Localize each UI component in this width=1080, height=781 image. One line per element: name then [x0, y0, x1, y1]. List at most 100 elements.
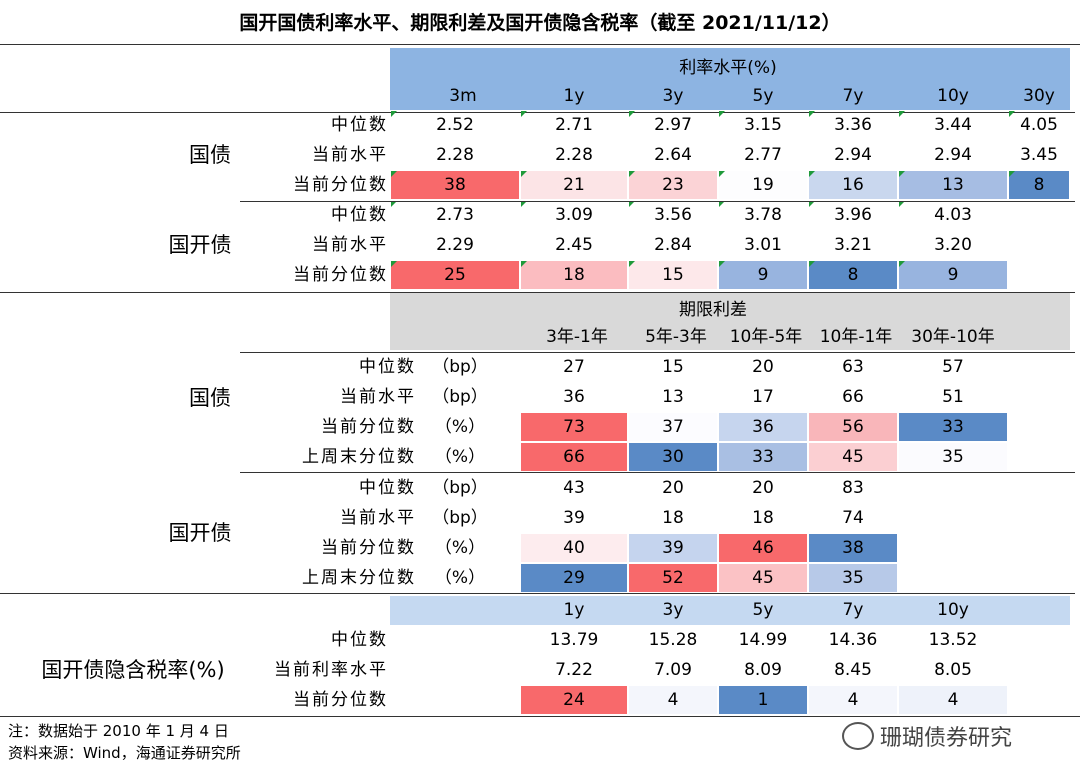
cell: 2.52 — [436, 115, 474, 135]
cell: 33 — [942, 417, 964, 437]
cell: 16 — [842, 175, 864, 195]
heat-cell — [391, 261, 519, 289]
cell: 57 — [942, 357, 964, 377]
cell: 2.77 — [744, 145, 782, 165]
rule — [240, 472, 1075, 473]
cell: 29 — [563, 568, 585, 588]
flag — [629, 111, 635, 117]
unit: （%） — [434, 568, 486, 588]
flag — [899, 261, 905, 267]
column-label: 10年-1年 — [819, 327, 893, 347]
heat-cell — [809, 564, 897, 592]
heat-cell — [521, 171, 627, 199]
heat-cell — [719, 413, 807, 441]
row-label: 当前水平 — [312, 235, 388, 255]
cell: 2.84 — [654, 235, 692, 255]
rule — [0, 292, 1075, 293]
cell: 36 — [563, 387, 585, 407]
cell: 3.78 — [744, 205, 782, 225]
cell: 51 — [942, 387, 964, 407]
flag — [521, 261, 527, 267]
cell: 15 — [662, 357, 684, 377]
cell: 4.05 — [1020, 115, 1058, 135]
cell: 4 — [667, 690, 679, 710]
cell: 8 — [847, 265, 859, 285]
column-label: 30y — [1023, 86, 1055, 106]
cell: 45 — [752, 568, 774, 588]
heat-cell — [629, 534, 717, 562]
cell: 2.29 — [436, 235, 474, 255]
flag — [521, 111, 527, 117]
row-label: 当前利率水平 — [274, 660, 388, 680]
cell: 4 — [947, 690, 959, 710]
heat-cell — [521, 534, 627, 562]
row-label: 中位数 — [359, 357, 416, 377]
row-label: 当前水平 — [340, 387, 416, 407]
cell: 8.05 — [934, 660, 972, 680]
heat-cell — [629, 413, 717, 441]
column-label: 1y — [563, 600, 585, 620]
column-label: 1y — [563, 86, 585, 106]
flag — [629, 261, 635, 267]
group-name: 国债 — [189, 386, 231, 410]
cell: 13 — [662, 387, 684, 407]
row-label: 当前分位数 — [293, 690, 388, 710]
flag — [391, 111, 397, 117]
heat-cell — [629, 171, 717, 199]
heat-cell — [719, 443, 807, 471]
cell: 33 — [752, 447, 774, 467]
heat-cell — [521, 443, 627, 471]
cell: 3.20 — [934, 235, 972, 255]
flag — [899, 111, 905, 117]
group-name: 国开债 — [168, 233, 232, 257]
cell: 13.79 — [549, 630, 599, 650]
header-bg — [390, 596, 1070, 625]
heat-cell — [809, 443, 897, 471]
rule — [0, 44, 1080, 45]
flag — [391, 171, 397, 177]
header-bg — [390, 293, 1070, 350]
column-label: 30年-10年 — [911, 327, 995, 347]
cell: 2.94 — [934, 145, 972, 165]
flag — [719, 111, 725, 117]
cell: 2.71 — [555, 115, 593, 135]
cell: 2.94 — [834, 145, 872, 165]
cell: 20 — [752, 478, 774, 498]
row-label: 当前水平 — [312, 145, 388, 165]
row-label: 当前分位数 — [321, 417, 416, 437]
cell: 27 — [563, 357, 585, 377]
unit: （%） — [434, 447, 486, 467]
cell: 3.36 — [834, 115, 872, 135]
cell: 46 — [752, 538, 774, 558]
heat-cell — [809, 261, 897, 289]
heat-cell — [629, 564, 717, 592]
group-name: 国开债 — [168, 521, 232, 545]
watermark: 珊瑚债券研究 — [880, 726, 1013, 751]
cell: 7.09 — [654, 660, 692, 680]
cell: 37 — [662, 417, 684, 437]
cell: 13.52 — [928, 630, 978, 650]
cell: 4 — [847, 690, 859, 710]
cell: 9 — [757, 265, 769, 285]
unit: （bp） — [432, 357, 488, 377]
cell: 21 — [563, 175, 585, 195]
cell: 14.99 — [738, 630, 788, 650]
unit: （bp） — [432, 508, 488, 528]
column-label: 3y — [662, 86, 684, 106]
cell: 7.22 — [555, 660, 593, 680]
flag — [1009, 171, 1015, 177]
rule — [240, 201, 1075, 202]
unit: （%） — [434, 417, 486, 437]
heat-cell — [899, 413, 1007, 441]
cell: 18 — [752, 508, 774, 528]
heat-cell — [719, 171, 807, 199]
unit: （bp） — [432, 478, 488, 498]
heat-cell — [521, 686, 627, 714]
cell: 74 — [842, 508, 864, 528]
cell: 1 — [757, 690, 769, 710]
flag — [809, 201, 815, 207]
heat-cell — [521, 564, 627, 592]
cell: 38 — [842, 538, 864, 558]
heat-cell — [719, 686, 807, 714]
note: 注：数据始于 2010 年 1 月 4 日 — [8, 722, 229, 740]
